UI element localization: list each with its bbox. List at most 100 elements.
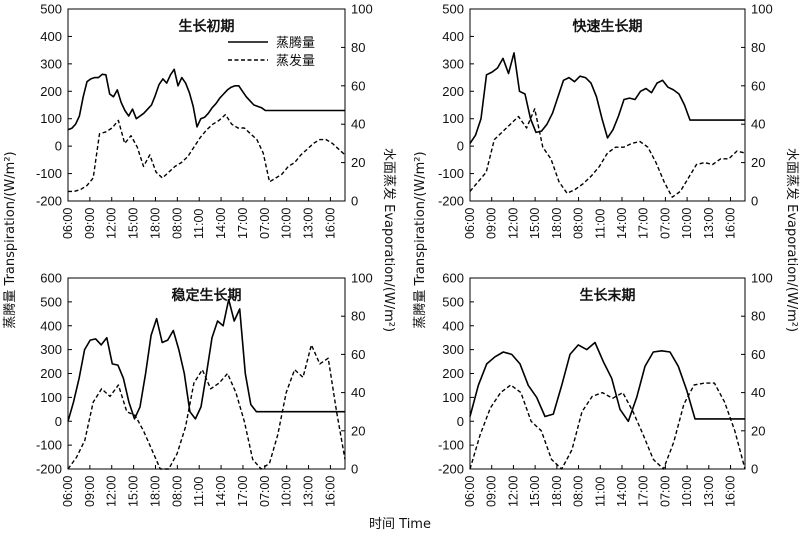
y-left-tick-label: 0 <box>457 414 464 429</box>
y-left-tick-label: 300 <box>442 342 464 357</box>
y-left-tick-label: 100 <box>40 390 62 405</box>
x-tick-label: 13:00 <box>702 476 716 507</box>
y-right-tick-label: 60 <box>751 78 765 93</box>
y-right-tick-label: 0 <box>751 194 758 209</box>
y-right-axis-title: 水面蒸发 Evaporation/(W/m²) <box>381 148 397 332</box>
y-left-tick-label: 0 <box>55 414 62 429</box>
y-right-axis-title-2: 水面蒸发 Evaporation/(W/m²) <box>784 148 800 332</box>
plot-frame <box>469 277 746 470</box>
x-tick-label: 14:00 <box>214 208 228 239</box>
x-tick-label: 07:00 <box>658 476 672 507</box>
x-tick-label: 08:00 <box>572 208 586 239</box>
y-right-tick-label: 60 <box>351 347 365 362</box>
legend-label-evaporation: 蒸发量 <box>276 53 315 69</box>
y-right-tick-label: 100 <box>751 2 773 17</box>
y-right-tick-label: 100 <box>351 271 373 286</box>
x-tick-label: 15:00 <box>127 476 141 507</box>
x-tick-label: 16:00 <box>724 476 738 507</box>
x-tick-label: 11:00 <box>593 209 607 239</box>
y-right-tick-label: 40 <box>351 117 365 132</box>
series-line-evaporation <box>469 108 746 198</box>
series-line-transpiration <box>469 52 745 144</box>
series-line-transpiration <box>469 341 745 423</box>
y-left-tick-label: -100 <box>438 438 464 453</box>
x-tick-label: 13:00 <box>302 208 316 239</box>
y-left-axis-title-2: 蒸腾量 Transpiration/(W/m²) <box>412 151 428 328</box>
y-left-tick-label: -100 <box>36 438 62 453</box>
x-tick-label: 17:00 <box>236 476 250 507</box>
x-tick-label: 16:00 <box>323 476 337 507</box>
x-tick-label: 14:00 <box>615 208 629 239</box>
y-right-tick-label: 80 <box>351 309 365 324</box>
x-tick-label: 12:00 <box>506 476 520 507</box>
chart-panel-4: -200 -100 0 100 200 300 400 500 600 0 20 40 60 80 100 0… <box>438 271 773 508</box>
y-left-tick-label: 500 <box>442 2 464 17</box>
series-line-transpiration <box>67 298 345 422</box>
x-tick-label: 18:00 <box>550 476 564 507</box>
y-left-tick-label: 500 <box>40 2 62 17</box>
y-left-tick-label: 0 <box>457 139 464 154</box>
x-tick-label: 08:00 <box>572 476 586 507</box>
y-left-tick-label: 100 <box>442 111 464 126</box>
chart-panel-1: -200 -100 0 100 200 300 400 500 0 20 40 60 80 100 06:0… <box>36 2 373 240</box>
y-right-tick-label: 60 <box>351 78 365 93</box>
y-left-tick-label: -200 <box>438 462 464 477</box>
x-tick-label: 17:00 <box>637 476 651 507</box>
x-tick-label: 07:00 <box>658 208 672 239</box>
x-tick-label: 09:00 <box>83 208 97 239</box>
y-left-tick-label: 100 <box>40 111 62 126</box>
y-right-tick-label: 40 <box>751 385 765 400</box>
x-tick-label: 15:00 <box>528 476 542 507</box>
y-left-tick-label: -100 <box>36 166 62 181</box>
x-tick-label: 13:00 <box>702 208 716 239</box>
x-tick-label: 07:00 <box>258 476 272 507</box>
x-tick-label: 12:00 <box>105 476 119 507</box>
x-tick-label: 08:00 <box>170 476 184 507</box>
x-tick-label: 13:00 <box>302 476 316 507</box>
x-tick-label: 07:00 <box>258 208 272 239</box>
x-tick-label: 18:00 <box>148 208 162 239</box>
x-tick-label: 17:00 <box>236 208 250 239</box>
x-tick-label: 18:00 <box>148 476 162 507</box>
y-left-tick-label: 200 <box>40 366 62 381</box>
chart-panel-3: -200 -100 0 100 200 300 400 500 600 0 20 40 60 80 100 0… <box>36 271 373 508</box>
x-tick-label: 12:00 <box>506 208 520 239</box>
y-right-tick-label: 0 <box>351 194 358 209</box>
y-right-tick-label: 20 <box>751 423 765 438</box>
x-tick-label: 17:00 <box>637 208 651 239</box>
y-left-tick-label: 200 <box>442 366 464 381</box>
panel-title: 稳定生长期 <box>172 287 242 304</box>
x-tick-label: 16:00 <box>724 208 738 239</box>
x-tick-label: 15:00 <box>127 208 141 239</box>
y-left-tick-label: 300 <box>40 56 62 71</box>
x-tick-label: 06:00 <box>463 208 477 239</box>
y-left-axis-title: 蒸腾量 Transpiration/(W/m²) <box>2 151 18 328</box>
y-right-tick-label: 20 <box>351 423 365 438</box>
y-left-tick-label: -100 <box>438 166 464 181</box>
y-right-tick-label: 80 <box>751 40 765 55</box>
panel-title: 生长末期 <box>580 287 636 304</box>
y-left-tick-label: -200 <box>36 462 62 477</box>
y-right-tick-label: 100 <box>751 271 773 286</box>
y-left-tick-label: 600 <box>442 271 464 286</box>
y-left-tick-label: 600 <box>40 271 62 286</box>
x-tick-label: 10:00 <box>280 208 294 239</box>
y-left-tick-label: 400 <box>40 318 62 333</box>
y-right-tick-label: 20 <box>751 155 765 170</box>
y-left-tick-label: -200 <box>36 194 62 209</box>
y-left-tick-label: 400 <box>442 318 464 333</box>
x-tick-label: 09:00 <box>83 476 97 507</box>
panel-title: 快速生长期 <box>573 18 643 35</box>
legend-label-transpiration: 蒸腾量 <box>276 35 315 51</box>
y-right-tick-label: 0 <box>751 462 758 477</box>
plot-frame <box>469 8 746 202</box>
y-left-tick-label: 300 <box>40 342 62 357</box>
chart-panel-2: -200 -100 0 100 200 300 400 500 0 20 40 60 80 100 06:0… <box>438 2 773 240</box>
series-line-evaporation <box>68 113 346 193</box>
y-right-tick-label: 60 <box>751 347 765 362</box>
x-tick-label: 11:00 <box>192 477 206 507</box>
y-left-tick-label: 500 <box>442 294 464 309</box>
x-tick-label: 06:00 <box>61 476 75 507</box>
x-axis-title: 时间 Time <box>369 517 431 532</box>
